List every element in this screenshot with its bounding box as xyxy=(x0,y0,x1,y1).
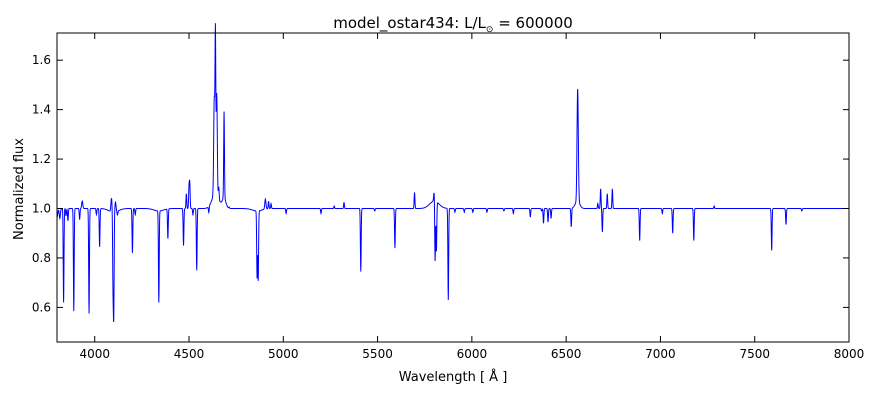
y-tick-label: 0.6 xyxy=(32,300,51,314)
spectrum-line xyxy=(56,23,849,322)
x-tick-label: 4500 xyxy=(174,347,205,361)
plot-frame xyxy=(56,32,850,343)
x-tick-label: 6000 xyxy=(457,347,488,361)
chart-title-main: model_ostar434: L/L xyxy=(333,14,486,33)
chart-title-subscript: ⊙ xyxy=(486,25,494,35)
chart-title: model_ostar434: L/L⊙ = 600000 xyxy=(333,14,573,35)
y-tick-label: 1.2 xyxy=(32,152,51,166)
x-axis-label: Wavelength [ Å ] xyxy=(399,369,508,385)
chart-title-suffix: = 600000 xyxy=(493,14,572,32)
y-tick-label: 1.0 xyxy=(32,202,51,216)
y-axis-label: Normalized flux xyxy=(12,138,27,240)
x-tick-label: 5000 xyxy=(268,347,299,361)
x-tick-label: 7000 xyxy=(645,347,676,361)
x-tick-label: 4000 xyxy=(79,347,110,361)
plot-area: 4000 4500 5000 5500 6000 6500 7000 7500 8000 0.6 0… xyxy=(32,23,864,361)
x-tick-label: 6500 xyxy=(551,347,582,361)
x-tick-label: 5500 xyxy=(362,347,393,361)
y-tick-label: 1.4 xyxy=(32,103,51,117)
y-tick-label: 0.8 xyxy=(32,251,51,265)
x-tick-label: 8000 xyxy=(834,347,865,361)
y-tick-label: 1.6 xyxy=(32,53,51,67)
x-tick-label: 7500 xyxy=(739,347,770,361)
